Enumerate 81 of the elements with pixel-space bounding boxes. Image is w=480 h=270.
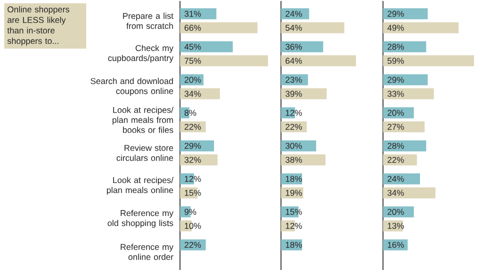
data-label: 39% — [286, 90, 302, 97]
bar — [180, 88, 220, 100]
bar — [382, 22, 459, 34]
bar — [281, 22, 344, 34]
data-label: 34% — [184, 90, 201, 97]
bar — [382, 55, 474, 66]
data-label: 20% — [388, 110, 404, 116]
y-tick-label: Reference my online order — [120, 243, 174, 260]
y-tick-label: Reference my old shopping lists — [108, 210, 174, 228]
bar — [281, 187, 304, 198]
data-label: 66% — [184, 24, 201, 31]
y-tick-label: Search and download coupons online — [90, 78, 174, 96]
data-label: 24% — [388, 176, 404, 182]
y-tick-label: Check my cupboards/pantry — [108, 44, 174, 63]
data-label: 16% — [388, 242, 404, 248]
text: Online shoppers are LESS likely than in-store shoppers to... — [7, 6, 70, 46]
bar — [281, 88, 327, 100]
data-label: 31% — [184, 10, 201, 17]
data-label: 23% — [286, 76, 302, 83]
data-label: 32% — [184, 156, 201, 163]
bar — [382, 187, 436, 198]
data-label: 75% — [184, 58, 201, 64]
data-label: 18% — [286, 176, 302, 182]
bar — [382, 140, 426, 152]
bar — [281, 140, 316, 152]
bar — [281, 154, 326, 166]
data-label: 15% — [184, 190, 201, 196]
bar — [180, 41, 233, 52]
data-label: 20% — [184, 76, 201, 83]
data-label: 33% — [388, 90, 404, 97]
data-label: 54% — [286, 24, 302, 31]
data-label: 20% — [388, 208, 404, 215]
data-label: 13% — [388, 222, 404, 229]
bar — [281, 55, 356, 66]
bar — [180, 55, 268, 66]
data-label: 22% — [286, 124, 302, 130]
data-label: 59% — [388, 58, 404, 64]
bar — [382, 154, 417, 166]
data-label: 19% — [286, 190, 302, 196]
y-tick-label: Look at recipes/ plan meals from books or files — [112, 106, 174, 133]
bar — [180, 140, 214, 152]
bar — [382, 8, 428, 20]
data-label: 9% — [184, 208, 196, 215]
data-label: 10% — [184, 222, 201, 229]
bar — [180, 239, 206, 250]
data-label: 28% — [388, 142, 404, 149]
bar — [382, 107, 414, 118]
bar — [382, 206, 414, 218]
bar — [382, 173, 420, 184]
data-label: 22% — [388, 156, 404, 163]
data-label: 29% — [184, 142, 201, 149]
bar — [281, 74, 308, 86]
data-label: 36% — [286, 44, 302, 50]
bar — [180, 22, 258, 34]
data-label: 22% — [184, 242, 201, 248]
data-label: 29% — [388, 76, 404, 83]
bar — [281, 41, 324, 52]
y-tick-label: Look at recipes/ plan meals online — [106, 176, 174, 195]
bar — [180, 8, 216, 20]
bar — [382, 41, 426, 52]
data-label: 38% — [286, 156, 302, 163]
y-tick-label: Prepare a list from scratch — [123, 12, 174, 29]
data-label: 22% — [184, 124, 201, 130]
bar — [281, 121, 307, 132]
bar — [281, 8, 310, 20]
bar — [382, 121, 425, 132]
data-label: 49% — [387, 24, 404, 31]
data-label: 27% — [388, 124, 404, 130]
data-label: 34% — [388, 190, 404, 196]
bar — [180, 154, 218, 166]
y-tick-label: Review store circulars online — [116, 144, 174, 161]
bar — [382, 74, 428, 86]
data-label: 30% — [286, 142, 302, 149]
data-label: 28% — [388, 44, 404, 50]
data-label: 18% — [286, 242, 302, 248]
data-label: 12% — [286, 222, 302, 229]
data-label: 29% — [388, 10, 404, 17]
data-label: 24% — [286, 10, 302, 17]
data-label: 64% — [286, 58, 302, 64]
bar — [382, 88, 434, 100]
data-label: 45% — [184, 44, 201, 50]
